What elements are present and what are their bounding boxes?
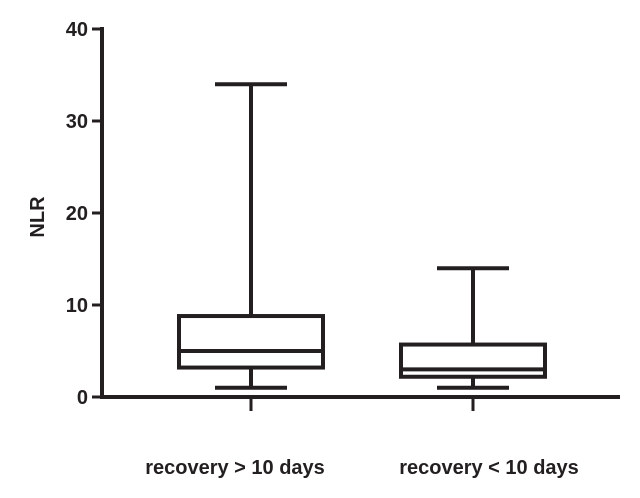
box-iqr <box>399 342 547 379</box>
x-category-label: recovery < 10 days <box>399 457 579 479</box>
x-category-label: recovery > 10 days <box>145 457 325 479</box>
y-tick-label: 40 <box>66 19 88 41</box>
y-tick-label: 30 <box>66 111 88 133</box>
box-iqr <box>177 314 325 370</box>
y-axis-label: NLR <box>27 196 49 238</box>
y-tick-label: 20 <box>66 203 88 225</box>
y-tick-label: 10 <box>66 295 88 317</box>
y-tick-label: 0 <box>77 387 88 409</box>
